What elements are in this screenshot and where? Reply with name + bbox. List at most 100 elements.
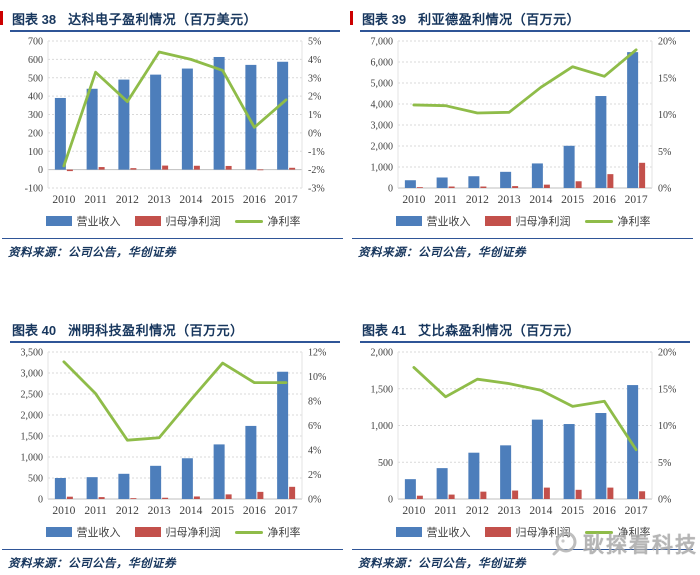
legend-label: 归母净利润 xyxy=(165,527,221,539)
svg-text:2017: 2017 xyxy=(275,505,298,517)
svg-text:2011: 2011 xyxy=(84,505,107,517)
chart-legend: 营业收入 归母净利润 净利率 xyxy=(0,213,346,229)
legend-item-revenue: 营业收入 xyxy=(395,213,471,229)
legend-label: 营业收入 xyxy=(426,216,471,228)
svg-text:1,500: 1,500 xyxy=(371,384,394,395)
svg-text:100: 100 xyxy=(28,147,43,158)
legend-item-margin: 净利率 xyxy=(234,213,301,229)
svg-text:2013: 2013 xyxy=(148,505,171,517)
source-note: 资料来源：公司公告，华创证券 xyxy=(8,247,176,259)
svg-text:5,000: 5,000 xyxy=(371,79,394,90)
legend-item-revenue: 营业收入 xyxy=(395,524,471,540)
svg-text:3,500: 3,500 xyxy=(21,348,44,359)
legend-label: 净利率 xyxy=(617,216,651,228)
legend-item-margin: 净利率 xyxy=(584,213,651,229)
svg-text:2017: 2017 xyxy=(625,505,648,517)
svg-text:2010: 2010 xyxy=(52,194,75,206)
figure-38-title: 图表 38 达科电子盈利情况（百万美元） xyxy=(0,10,346,27)
legend-label: 归母净利润 xyxy=(515,216,571,228)
svg-text:2015: 2015 xyxy=(211,194,234,206)
watermark: 耿探看科技 xyxy=(551,529,698,559)
legend-label: 营业收入 xyxy=(76,216,121,228)
legend-label: 净利率 xyxy=(267,216,301,228)
svg-text:1,000: 1,000 xyxy=(371,421,394,432)
svg-text:0%: 0% xyxy=(308,495,321,506)
figure-caption: 艾比森盈利情况（百万元） xyxy=(418,322,581,338)
svg-text:2014: 2014 xyxy=(529,505,552,517)
legend-item-revenue: 营业收入 xyxy=(45,524,121,540)
chart-legend: 营业收入 归母净利润 净利率 xyxy=(350,213,696,229)
svg-text:2011: 2011 xyxy=(434,505,457,517)
svg-text:0: 0 xyxy=(38,165,43,176)
figure-39-title: 图表 39 利亚德盈利情况（百万元） xyxy=(350,10,696,27)
red-tick-marker xyxy=(350,11,353,25)
figure-number: 图表 39 xyxy=(362,11,407,27)
red-bar-swatch xyxy=(134,527,161,537)
svg-text:2016: 2016 xyxy=(243,505,266,517)
title-rule xyxy=(360,341,690,343)
svg-text:0%: 0% xyxy=(308,128,321,139)
svg-text:2012: 2012 xyxy=(466,194,489,206)
figure-41-panel: 图表 41 艾比森盈利情况（百万元） 2,000 1,500 1,000 500 0 20… xyxy=(350,287,700,575)
figure-caption: 洲明科技盈利情况（百万元） xyxy=(68,322,244,338)
svg-text:2017: 2017 xyxy=(625,194,648,206)
legend-item-profit: 归母净利润 xyxy=(134,524,221,540)
svg-text:1,000: 1,000 xyxy=(371,163,394,174)
watermark-logo-icon xyxy=(552,531,577,556)
green-line-swatch xyxy=(584,530,613,534)
legend-label: 归母净利润 xyxy=(165,216,221,228)
figure-number: 图表 40 xyxy=(12,322,57,338)
combo-chart-daktronics: 700 600 500 400 300 200 100 0 -100 5% 4% 3% 2% 1% 0% -1… xyxy=(25,37,325,207)
svg-text:0: 0 xyxy=(38,495,43,506)
svg-text:2016: 2016 xyxy=(593,194,616,206)
blue-bar-swatch xyxy=(395,216,422,226)
svg-text:10%: 10% xyxy=(658,421,676,432)
svg-text:1,000: 1,000 xyxy=(21,453,44,464)
figure-38-panel: 图表 38 达科电子盈利情况（百万美元） 700 600 500 400 300 200 1… xyxy=(0,0,350,287)
figure-caption: 利亚德盈利情况（百万元） xyxy=(418,11,581,27)
legend-item-margin: 净利率 xyxy=(584,524,651,540)
figure-number: 图表 41 xyxy=(362,322,407,338)
svg-text:2016: 2016 xyxy=(593,505,616,517)
svg-text:2013: 2013 xyxy=(148,194,171,206)
svg-text:4,000: 4,000 xyxy=(371,100,394,111)
svg-text:2010: 2010 xyxy=(52,505,75,517)
svg-text:2012: 2012 xyxy=(116,505,139,517)
svg-text:2017: 2017 xyxy=(275,194,298,206)
figure-number: 图表 38 xyxy=(12,11,57,27)
svg-text:2013: 2013 xyxy=(498,505,521,517)
combo-chart-absen: 2,000 1,500 1,000 500 0 20% 15% 10% 5% 0% 2010 2011… xyxy=(371,348,677,518)
blue-bar-swatch xyxy=(395,527,422,537)
svg-text:300: 300 xyxy=(28,110,43,121)
combo-chart-leyard: 7,000 6,000 5,000 4,000 3,000 2,000 1,000 0 20% 1… xyxy=(371,37,677,207)
legend-item-margin: 净利率 xyxy=(234,524,301,540)
legend-item-profit: 归母净利润 xyxy=(484,213,571,229)
legend-label: 净利率 xyxy=(267,527,301,539)
svg-text:3,000: 3,000 xyxy=(371,121,394,132)
blue-bar-swatch xyxy=(45,527,72,537)
source-rule xyxy=(2,549,343,550)
green-line-swatch xyxy=(584,219,613,223)
svg-text:2014: 2014 xyxy=(179,194,202,206)
svg-text:6%: 6% xyxy=(308,421,321,432)
svg-text:20%: 20% xyxy=(658,37,676,48)
red-bar-swatch xyxy=(134,216,161,226)
svg-text:7,000: 7,000 xyxy=(371,37,394,48)
green-line-swatch xyxy=(234,219,263,223)
svg-text:0%: 0% xyxy=(658,184,671,195)
svg-text:2%: 2% xyxy=(308,92,321,103)
svg-text:2,500: 2,500 xyxy=(21,390,44,401)
svg-text:2010: 2010 xyxy=(402,505,425,517)
source-note: 资料来源：公司公告，华创证券 xyxy=(8,558,176,570)
svg-text:12%: 12% xyxy=(308,348,326,359)
svg-text:2012: 2012 xyxy=(466,505,489,517)
svg-text:4%: 4% xyxy=(308,55,321,66)
legend-label: 营业收入 xyxy=(426,527,471,539)
svg-text:2014: 2014 xyxy=(179,505,202,517)
svg-text:2010: 2010 xyxy=(402,194,425,206)
svg-text:10%: 10% xyxy=(658,110,676,121)
svg-text:1%: 1% xyxy=(308,110,321,121)
chart-legend: 营业收入 归母净利润 净利率 xyxy=(350,524,696,540)
svg-text:500: 500 xyxy=(378,458,393,469)
svg-text:6,000: 6,000 xyxy=(371,58,394,69)
